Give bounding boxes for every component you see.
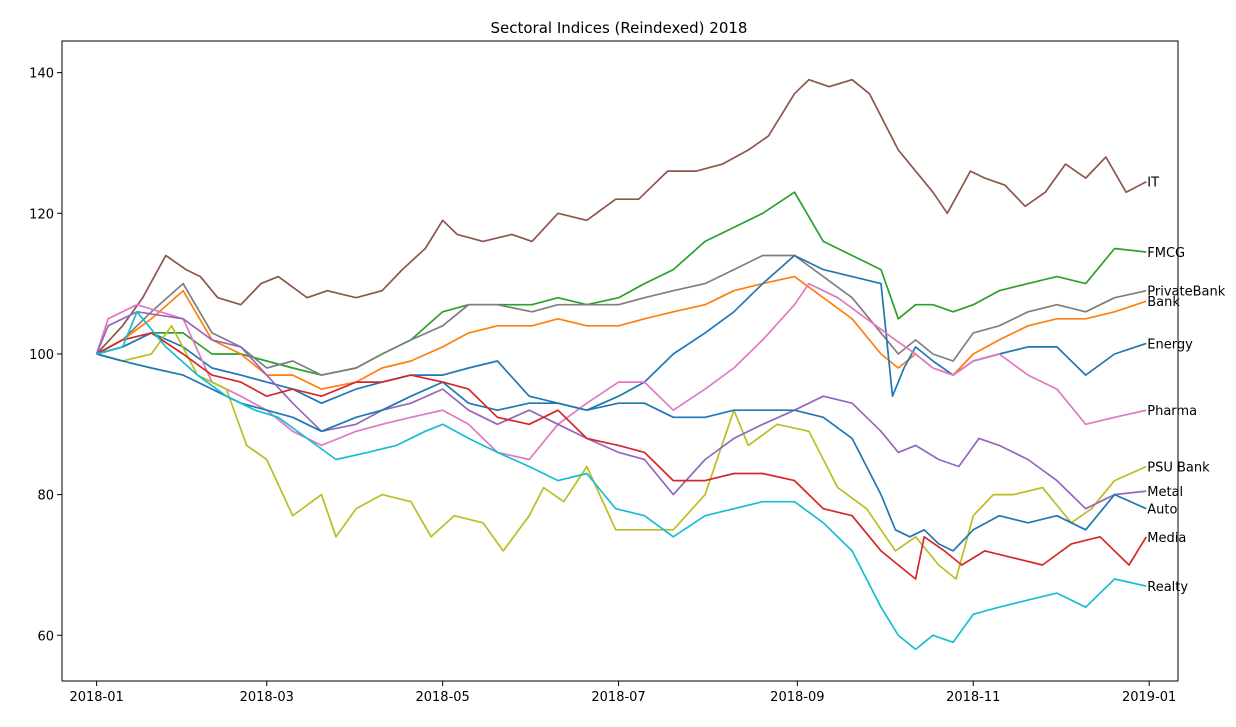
series-line-fmcg bbox=[96, 191, 1147, 376]
y-axis: 60 80 100 120 140 bbox=[29, 67, 62, 644]
series-line-media bbox=[96, 332, 1148, 580]
y-tick-label: 120 bbox=[29, 207, 54, 222]
series-layer bbox=[95, 78, 1148, 651]
series-label-auto: Auto bbox=[1147, 503, 1177, 518]
series-line-energy bbox=[96, 254, 1147, 412]
series-label-pharma: Pharma bbox=[1147, 404, 1197, 419]
y-tick-label: 60 bbox=[37, 629, 54, 644]
x-tick-label: 2019-01 bbox=[1122, 690, 1176, 705]
chart-title: Sectoral Indices (Reindexed) 2018 bbox=[491, 19, 748, 37]
y-tick-label: 100 bbox=[29, 348, 54, 363]
x-tick-label: 2018-11 bbox=[946, 690, 1000, 705]
x-tick-label: 2018-07 bbox=[591, 690, 645, 705]
series-label-media: Media bbox=[1147, 531, 1186, 546]
x-axis: 2018-01 2018-03 2018-05 2018-07 2018-09 2018-… bbox=[69, 681, 1176, 705]
series-line-metal bbox=[95, 310, 1147, 510]
series-label-privatebank: PrivateBank bbox=[1147, 285, 1225, 300]
x-tick-label: 2018-01 bbox=[69, 690, 123, 705]
series-line-auto bbox=[96, 353, 1147, 552]
series-label-psu-bank: PSU Bank bbox=[1147, 460, 1210, 475]
series-line-it bbox=[95, 78, 1147, 355]
x-tick-label: 2018-09 bbox=[770, 690, 824, 705]
series-label-bank: Bank bbox=[1147, 295, 1180, 310]
series-line-bank bbox=[96, 275, 1147, 390]
series-label-energy: Energy bbox=[1147, 337, 1193, 352]
plot-frame bbox=[61, 40, 1179, 682]
series-label-fmcg: FMCG bbox=[1147, 246, 1185, 261]
series-label-metal: Metal bbox=[1147, 485, 1183, 500]
series-line-pharma bbox=[95, 282, 1147, 461]
y-tick-label: 80 bbox=[37, 489, 54, 504]
series-label-realty: Realty bbox=[1147, 580, 1188, 595]
x-tick-label: 2018-03 bbox=[240, 690, 294, 705]
y-tick-label: 140 bbox=[29, 67, 54, 82]
series-label-it: IT bbox=[1147, 176, 1159, 191]
series-line-realty bbox=[96, 310, 1147, 651]
series-line-privatebank bbox=[96, 254, 1147, 376]
x-tick-label: 2018-05 bbox=[415, 690, 469, 705]
